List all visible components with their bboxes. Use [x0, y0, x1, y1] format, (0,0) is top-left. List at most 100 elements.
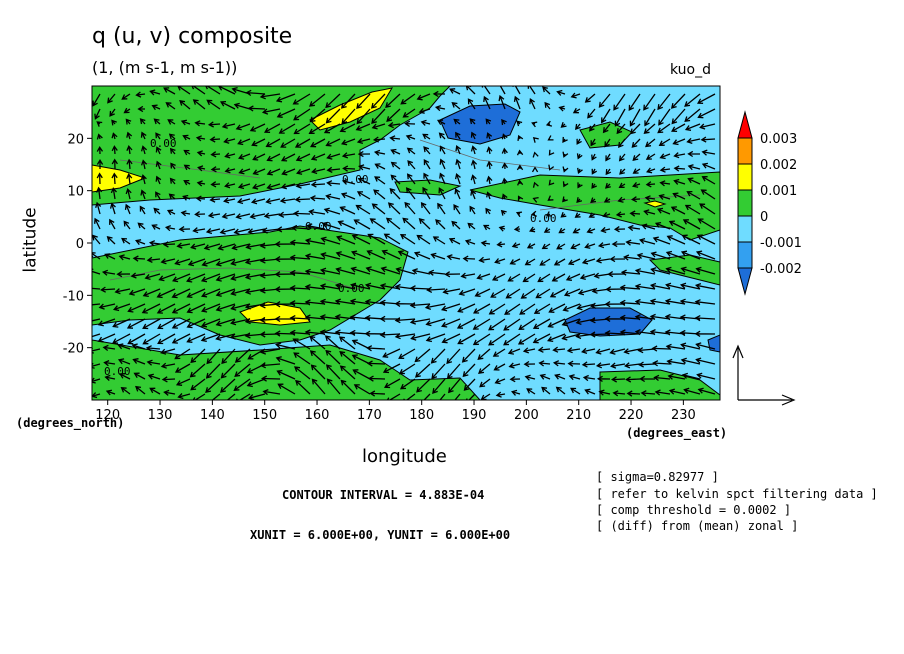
wind-arrow: [186, 273, 206, 283]
wind-arrow: [379, 283, 401, 290]
wind-arrow: [165, 102, 176, 110]
wind-arrow: [553, 258, 566, 266]
wind-arrow: [276, 369, 296, 380]
wind-arrow: [462, 255, 476, 262]
wind-arrow: [293, 123, 311, 135]
wind-arrow: [308, 123, 326, 134]
wind-arrow: [478, 256, 491, 264]
wind-arrow: [142, 318, 161, 330]
x-tick-label: 230: [671, 408, 696, 423]
y-tick-label: 10: [67, 185, 84, 200]
wind-arrow: [600, 226, 611, 234]
wind-arrow: [104, 253, 116, 260]
wind-arrow: [453, 118, 461, 125]
wind-arrow: [409, 302, 431, 309]
wind-arrow: [295, 182, 311, 189]
wind-arrow: [636, 252, 656, 260]
wind-arrow: [651, 345, 671, 352]
wind-arrow: [504, 303, 521, 315]
wind-arrow: [252, 183, 266, 190]
x-tick-label: 150: [252, 408, 277, 423]
wind-arrow: [196, 180, 206, 187]
wind-arrow: [341, 152, 356, 159]
wind-arrow: [132, 255, 146, 262]
wind-arrow: [441, 333, 461, 344]
wind-arrow: [650, 251, 671, 260]
wind-arrow: [439, 145, 446, 155]
wind-arrow: [611, 240, 626, 248]
wind-arrow: [613, 226, 626, 233]
wind-arrow: [294, 196, 311, 203]
colorbar-swatch: [737, 163, 753, 191]
wind-arrow: [460, 272, 476, 279]
wind-arrow: [632, 168, 641, 174]
wind-arrow: [326, 166, 341, 173]
wind-arrow: [372, 136, 386, 143]
low-region: [564, 307, 653, 337]
wind-arrow: [410, 333, 431, 341]
wind-arrow: [470, 159, 478, 170]
wind-arrow: [554, 373, 566, 380]
wind-arrow: [390, 148, 401, 155]
wind-arrow: [219, 100, 236, 110]
wind-arrow: [397, 250, 416, 260]
wind-arrow: [201, 303, 221, 313]
wind-arrow: [174, 348, 191, 360]
wind-arrow: [552, 360, 566, 367]
wind-arrow: [164, 224, 176, 232]
wind-arrow: [527, 86, 536, 95]
wind-arrow: [111, 333, 131, 344]
wind-arrow: [596, 375, 611, 382]
wind-arrow: [373, 149, 386, 156]
wind-arrow: [449, 88, 461, 95]
wind-arrow: [340, 379, 356, 395]
wind-arrow: [423, 159, 431, 170]
wind-arrow: [230, 318, 251, 326]
wind-arrow: [570, 243, 581, 250]
wind-arrow: [125, 187, 132, 200]
wind-arrow: [638, 361, 656, 368]
wind-arrow: [125, 118, 132, 125]
wind-arrow: [607, 271, 626, 278]
wind-arrow: [311, 378, 326, 395]
wind-arrow: [215, 288, 236, 297]
wind-arrow: [416, 93, 431, 101]
wind-arrow: [291, 224, 311, 232]
wind-arrow: [413, 251, 431, 260]
wind-arrow: [304, 314, 326, 321]
wind-arrow: [414, 348, 431, 363]
wind-arrow: [666, 358, 686, 365]
colorbar-swatch: [737, 189, 753, 217]
wind-arrow: [280, 138, 296, 148]
wind-arrow: [139, 205, 146, 215]
wind-arrow: [457, 303, 476, 313]
wind-arrow: [171, 288, 191, 299]
wind-arrow: [261, 375, 281, 382]
colorbar-swatch: [737, 137, 753, 165]
wind-arrow: [423, 393, 431, 400]
wind-arrow: [563, 288, 581, 297]
wind-arrow: [697, 108, 716, 119]
wind-arrow: [683, 387, 701, 395]
wind-arrow: [422, 186, 431, 200]
wind-arrow: [537, 346, 551, 353]
wind-arrow: [182, 194, 191, 201]
wind-arrow: [695, 357, 716, 365]
wind-arrow: [442, 288, 461, 295]
wind-arrow: [513, 95, 521, 110]
wind-arrow: [387, 202, 401, 215]
wind-arrow: [500, 209, 507, 216]
wind-arrow: [295, 379, 311, 395]
wind-arrow: [615, 211, 626, 218]
wind-arrow: [156, 303, 176, 314]
wind-arrow: [278, 123, 296, 134]
wind-arrow: [337, 220, 356, 230]
wind-arrow: [289, 329, 311, 336]
wind-arrow: [111, 119, 117, 126]
high-region: [92, 164, 147, 193]
wind-arrow: [570, 92, 581, 99]
y-axis-unit: (degrees_north): [16, 416, 125, 430]
wind-arrow: [206, 348, 221, 365]
wind-arrow: [590, 197, 597, 204]
wind-arrow: [294, 138, 311, 148]
